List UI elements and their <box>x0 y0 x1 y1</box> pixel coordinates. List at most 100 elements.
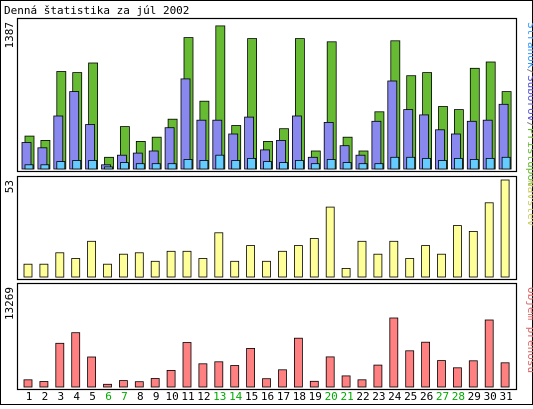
bar-access-Stránok-day-21 <box>342 162 352 170</box>
series-Súborov <box>21 78 509 170</box>
y-max-label: 53 <box>3 180 16 193</box>
bar-access-Stránok-day-9 <box>151 163 161 170</box>
day-label-21: 21 <box>340 390 353 403</box>
bar-visits-Návštev-day-5 <box>87 240 96 278</box>
bar-traffic-Objem prenosu-day-16 <box>262 378 271 388</box>
bar-traffic-Objem prenosu-day-26 <box>421 341 431 388</box>
bar-visits-Návštev-day-27 <box>437 253 446 278</box>
day-label-1: 1 <box>26 390 33 403</box>
series-Stránok <box>24 154 511 170</box>
bar-visits-Návštev-day-16 <box>262 260 271 278</box>
bar-visits-Návštev-day-17 <box>278 250 287 278</box>
bar-visits-Návštev-day-12 <box>198 258 208 278</box>
bar-visits-Návštev-day-3 <box>55 252 65 278</box>
bar-traffic-Objem prenosu-day-9 <box>150 378 160 388</box>
panel-visits: 53 Návštev <box>3 175 533 281</box>
series-Návštev <box>23 179 510 278</box>
day-label-13: 13 <box>213 390 226 403</box>
bar-visits-Návštev-day-7 <box>119 253 128 278</box>
day-label-9: 9 <box>153 390 160 403</box>
legend-part: Objem prenosu <box>525 287 533 373</box>
bar-traffic-Objem prenosu-day-17 <box>278 369 287 388</box>
bar-visits-Návštev-day-6 <box>103 263 112 278</box>
bar-traffic-Objem prenosu-day-15 <box>246 347 256 388</box>
legend-part: / <box>525 121 533 128</box>
bar-traffic-Objem prenosu-day-14 <box>230 365 240 388</box>
bar-traffic-Objem prenosu-day-1 <box>23 379 33 388</box>
bar-visits-Návštev-day-14 <box>230 260 240 278</box>
bar-access-Súborov-day-24 <box>387 80 398 170</box>
bar-access-Súborov-day-10 <box>164 127 175 170</box>
bar-traffic-Objem prenosu-day-31 <box>500 362 510 388</box>
bar-visits-Návštev-day-28 <box>452 225 462 278</box>
bar-visits-Návštev-day-25 <box>405 258 415 278</box>
bar-traffic-Objem prenosu-day-3 <box>55 342 65 388</box>
day-label-16: 16 <box>261 390 274 403</box>
day-labels: 1 2 3 4 5 6 7 8 9 10 11 12 13 14 15 16 17 18 19 20 21 22 23 24 2… <box>26 390 513 403</box>
bar-visits-Návštev-day-10 <box>166 250 176 278</box>
bar-visits-Návštev-day-15 <box>246 245 256 278</box>
bar-traffic-Objem prenosu-day-22 <box>357 379 367 388</box>
bar-traffic-Objem prenosu-day-7 <box>119 380 128 388</box>
bar-access-Stránok-day-3 <box>56 161 66 170</box>
bar-visits-Návštev-day-13 <box>214 232 224 278</box>
bar-traffic-Objem prenosu-day-10 <box>166 369 176 388</box>
day-label-8: 8 <box>137 390 144 403</box>
day-label-23: 23 <box>372 390 385 403</box>
day-label-19: 19 <box>309 390 322 403</box>
bar-traffic-Objem prenosu-day-23 <box>373 364 383 388</box>
bar-visits-Návštev-day-18 <box>293 245 303 278</box>
bar-traffic-Objem prenosu-day-11 <box>182 342 192 388</box>
day-label-29: 29 <box>468 390 481 403</box>
day-label-11: 11 <box>181 390 194 403</box>
bar-traffic-Objem prenosu-day-20 <box>325 356 335 388</box>
bar-access-Súborov-day-3 <box>53 115 64 170</box>
bar-access-Stránok-day-11 <box>183 159 193 170</box>
bar-traffic-Objem prenosu-day-6 <box>103 383 112 388</box>
bar-visits-Návštev-day-2 <box>39 263 49 278</box>
bar-access-Stránok-day-2 <box>40 164 50 170</box>
bar-visits-Návštev-day-20 <box>325 206 335 278</box>
bar-traffic-Objem prenosu-day-21 <box>341 375 351 388</box>
day-label-10: 10 <box>165 390 178 403</box>
day-label-30: 30 <box>484 390 497 403</box>
bar-traffic-Objem prenosu-day-5 <box>87 356 96 388</box>
bar-access-Stránok-day-18 <box>294 160 304 170</box>
bar-access-Stránok-day-30 <box>485 157 495 170</box>
side-legend-label: Návštev <box>525 180 533 227</box>
day-label-2: 2 <box>42 390 49 403</box>
bar-visits-Návštev-day-22 <box>357 240 367 278</box>
day-label-15: 15 <box>245 390 258 403</box>
day-label-6: 6 <box>105 390 112 403</box>
bar-traffic-Objem prenosu-day-2 <box>39 381 49 388</box>
bar-visits-Návštev-day-31 <box>500 179 510 278</box>
bar-visits-Návštev-day-26 <box>421 245 431 278</box>
side-legend-label: Objem prenosu <box>525 287 533 373</box>
bar-access-Stránok-day-7 <box>120 162 129 170</box>
bar-traffic-Objem prenosu-day-19 <box>309 380 319 388</box>
bar-access-Stránok-day-4 <box>72 160 82 170</box>
day-label-18: 18 <box>293 390 306 403</box>
bar-access-Stránok-day-14 <box>231 160 241 170</box>
day-label-28: 28 <box>452 390 465 403</box>
legend-part: Stránok <box>525 22 533 69</box>
bar-access-Stránok-day-5 <box>88 160 97 170</box>
day-label-17: 17 <box>277 390 290 403</box>
panel-traffic: 13269 Objem prenosu <box>3 282 533 391</box>
bar-access-Stránok-day-17 <box>279 162 288 170</box>
y-max-label: 1387 <box>3 22 16 49</box>
bar-access-Stránok-day-26 <box>422 157 432 170</box>
panels-group: 1387Stránok/Súborov/Prístupov53Návštev13… <box>3 17 533 391</box>
bar-traffic-Objem prenosu-day-13 <box>214 361 224 388</box>
bar-visits-Návštev-day-8 <box>134 252 144 278</box>
bar-access-Stránok-day-20 <box>326 159 336 170</box>
bar-access-Stránok-day-13 <box>215 154 225 170</box>
bar-traffic-Objem prenosu-day-29 <box>468 360 478 388</box>
day-label-14: 14 <box>229 390 243 403</box>
bar-visits-Návštev-day-24 <box>389 240 399 278</box>
day-label-22: 22 <box>356 390 369 403</box>
legend-part: Súborov <box>525 75 533 122</box>
bar-access-Stránok-day-25 <box>406 156 416 170</box>
chart-title: Denná štatistika za júl 2002 <box>4 4 189 17</box>
